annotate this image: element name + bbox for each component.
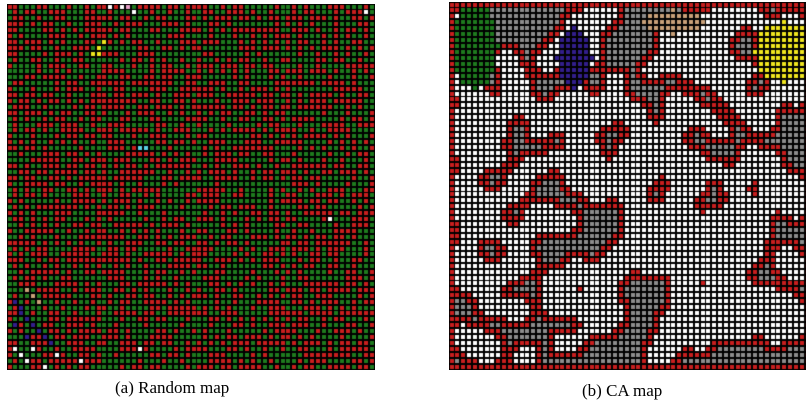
random-map-grid [7, 4, 375, 370]
random-map-caption: (a) Random map [115, 378, 230, 397]
random-map-panel [7, 4, 375, 370]
ca-map-panel [449, 2, 806, 370]
ca-map-caption: (b) CA map [582, 381, 663, 400]
ca-map-grid [449, 2, 806, 370]
